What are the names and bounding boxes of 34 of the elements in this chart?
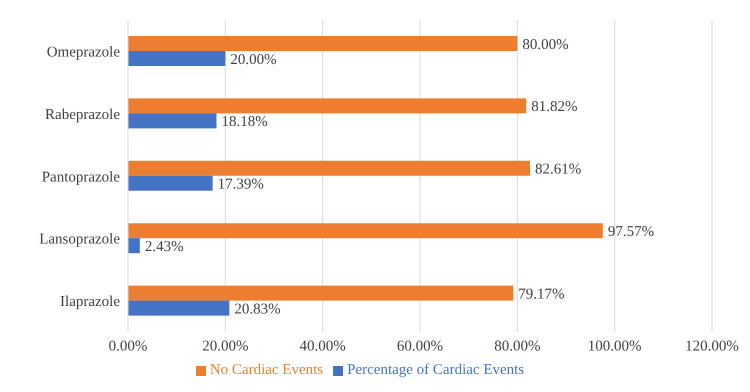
data-label: 80.00% (522, 36, 569, 53)
y-tick-label: Omeprazole (46, 44, 120, 61)
data-label: 81.82% (531, 99, 578, 116)
bar (128, 113, 216, 128)
bar (128, 176, 213, 191)
x-tick-label: 40.00% (300, 338, 346, 355)
data-label: 20.83% (234, 301, 281, 318)
x-tick-label: 100.00% (588, 338, 642, 355)
x-tick-label: 20.00% (202, 338, 248, 355)
legend-label: No Cardiac Events (210, 362, 324, 378)
x-tick-label: 60.00% (396, 338, 444, 355)
bar (128, 160, 530, 176)
bar (128, 238, 140, 254)
y-tick-label: Ilaprazole (60, 294, 120, 310)
data-label: 82.61% (535, 162, 582, 178)
y-tick-label: Lansoprazole (39, 232, 120, 248)
data-label: 17.39% (218, 176, 264, 193)
data-label: 79.17% (518, 286, 565, 302)
data-label: 97.57% (608, 224, 654, 240)
y-tick-label: Pantoprazole (42, 169, 120, 186)
data-label: 18.18% (221, 114, 268, 130)
bar (128, 223, 603, 238)
bar (128, 300, 230, 316)
legend-label: Percentage of Cardiac Events (347, 362, 524, 378)
bar (128, 51, 226, 66)
x-tick-label: 0.00% (108, 338, 148, 355)
x-tick-label: 80.00% (494, 338, 540, 355)
x-tick-label: 120.00% (685, 338, 739, 355)
data-label: 2.43% (144, 239, 184, 256)
bar (128, 36, 518, 51)
bar (128, 98, 526, 114)
bar (128, 286, 514, 301)
data-label: 20.00% (230, 52, 277, 68)
y-tick-label: Rabeprazole (45, 106, 120, 123)
